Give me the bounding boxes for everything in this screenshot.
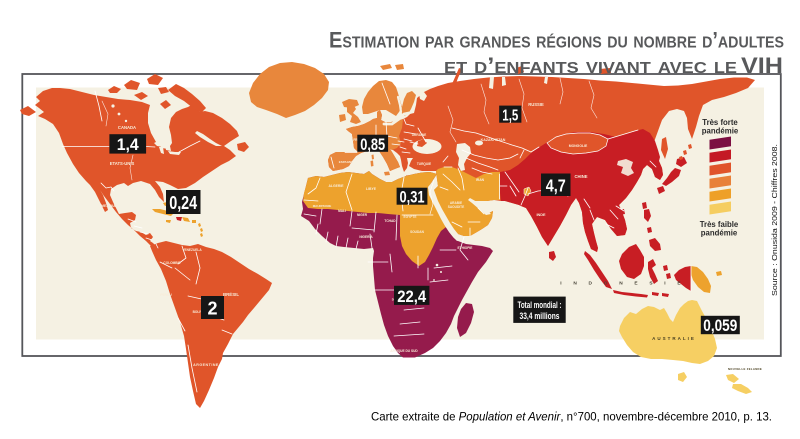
svg-text:MEXIQUE: MEXIQUE [101, 204, 117, 208]
svg-text:SOUDAN: SOUDAN [410, 230, 425, 234]
svg-text:VENEZUELA: VENEZUELA [182, 248, 202, 252]
svg-text:ARABIE: ARABIE [450, 201, 462, 205]
svg-text:PEROU: PEROU [160, 293, 172, 297]
svg-text:0,31: 0,31 [400, 189, 425, 207]
svg-text:IRAN: IRAN [476, 178, 485, 182]
svg-text:Carte extraite de Population e: Carte extraite de Population et Avenir, … [371, 410, 772, 424]
svg-text:MONGOLIE: MONGOLIE [569, 144, 588, 148]
svg-text:EGYPTE: EGYPTE [404, 215, 417, 219]
svg-text:RUSSIE: RUSSIE [528, 102, 544, 107]
svg-text:pandémie: pandémie [701, 229, 738, 238]
svg-text:22,4: 22,4 [397, 288, 427, 306]
svg-text:1,4: 1,4 [117, 135, 139, 154]
svg-text:0,059: 0,059 [703, 317, 737, 335]
svg-text:ESPAGNE: ESPAGNE [339, 160, 353, 164]
svg-text:CANADA: CANADA [118, 125, 136, 130]
svg-text:33,4 millions: 33,4 millions [520, 311, 560, 321]
svg-text:TURQUIE: TURQUIE [417, 162, 431, 166]
svg-text:ETHIOPIE: ETHIOPIE [458, 246, 473, 250]
svg-text:KAZAKHSTAN: KAZAKHSTAN [481, 138, 506, 142]
svg-text:0,24: 0,24 [169, 193, 197, 213]
svg-text:Total mondial :: Total mondial : [518, 300, 562, 310]
svg-text:et d’enfants vivant avec le: et d’enfants vivant avec le [444, 53, 737, 78]
svg-text:VIH: VIH [741, 53, 783, 78]
svg-text:I N D O N E S I E: I N D O N E S I E [560, 281, 685, 287]
svg-text:MAURITANIE: MAURITANIE [313, 204, 332, 208]
svg-text:2: 2 [207, 299, 217, 319]
svg-text:NOUVELLE ZELANDE: NOUVELLE ZELANDE [728, 367, 762, 371]
svg-text:CHINE: CHINE [574, 174, 587, 179]
svg-text:BRÉSIL: BRÉSIL [223, 292, 239, 297]
svg-text:INDE: INDE [536, 213, 546, 217]
svg-text:AFRIQUE DU SUD: AFRIQUE DU SUD [390, 349, 418, 353]
svg-text:MALI: MALI [338, 209, 346, 213]
svg-text:ETATS-UNIS: ETATS-UNIS [110, 161, 135, 166]
svg-text:TCHAD: TCHAD [384, 219, 396, 223]
svg-text:Très faible: Très faible [700, 220, 739, 229]
svg-text:AUSTRALIE: AUSTRALIE [652, 336, 696, 341]
svg-text:ALGERIE: ALGERIE [328, 184, 344, 188]
svg-text:1,5: 1,5 [502, 107, 518, 124]
svg-text:NIGERIA: NIGERIA [359, 235, 373, 239]
svg-text:BOLIVIE: BOLIVIE [193, 310, 206, 314]
svg-text:LIBYE: LIBYE [366, 187, 377, 191]
svg-text:pandémie: pandémie [702, 127, 739, 136]
svg-text:SAOUDITE: SAOUDITE [448, 205, 464, 209]
svg-text:ARGENTINE: ARGENTINE [193, 363, 219, 367]
svg-text:Source : Onusida 2009 - Chiffr: Source : Onusida 2009 - Chiffres 2008. [770, 144, 779, 296]
svg-text:4,7: 4,7 [546, 176, 566, 196]
svg-text:UKRAINE: UKRAINE [412, 133, 427, 137]
svg-text:0,85: 0,85 [360, 136, 385, 154]
svg-text:NIGER: NIGER [357, 213, 368, 217]
svg-text:Estimation par grandes régions: Estimation par grandes régions du nombre… [329, 28, 784, 53]
svg-text:COLOMBIE: COLOMBIE [163, 261, 180, 265]
svg-text:Très forte: Très forte [702, 118, 738, 127]
